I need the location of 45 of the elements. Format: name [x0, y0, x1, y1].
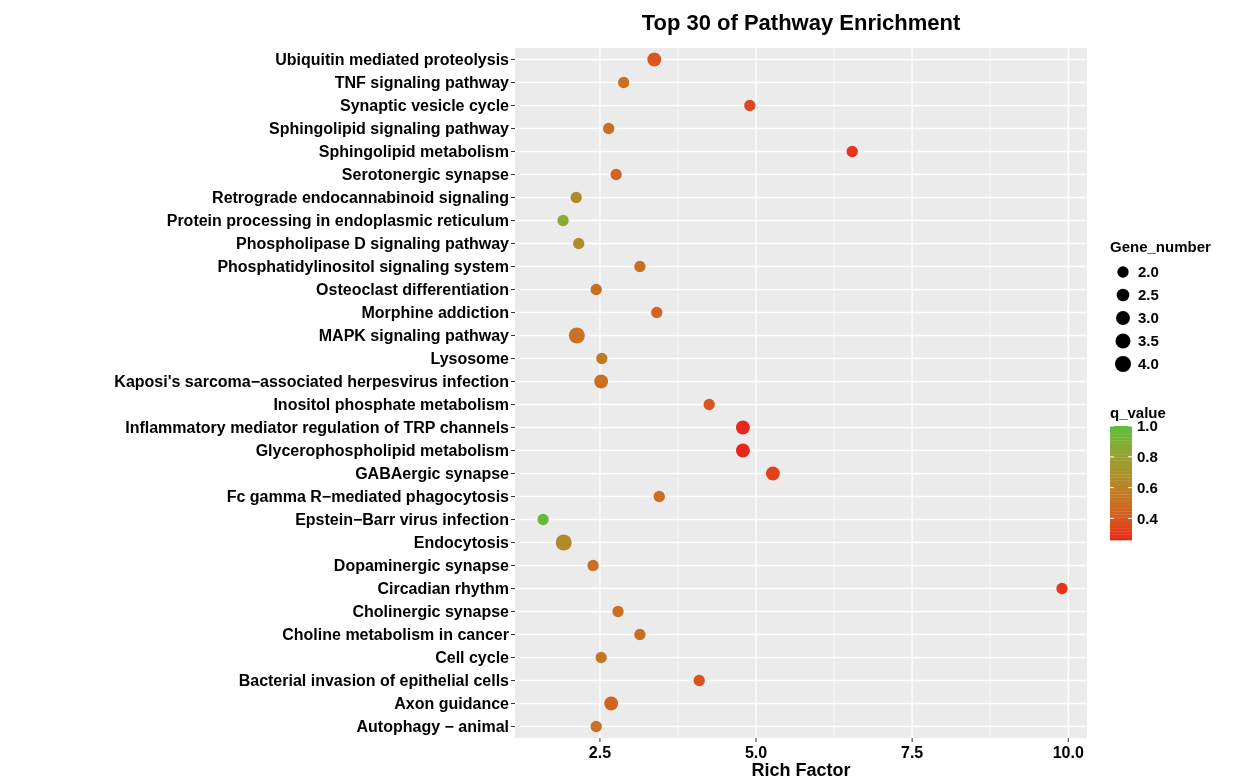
y-tick-label: Autophagy − animal	[356, 718, 509, 736]
y-tick-label: GABAergic synapse	[355, 465, 510, 483]
legend-label: 2.5	[1138, 286, 1159, 304]
y-tick-label: Lysosome	[430, 350, 510, 368]
y-tick-label: Retrograde endocannabinoid signaling	[212, 189, 509, 207]
y-tick-label: Glycerophospholipid metabolism	[255, 442, 509, 460]
color-bar-label: 0.8	[1137, 448, 1158, 466]
chart-title: Top 30 of Pathway Enrichment	[641, 10, 961, 35]
color-bar-label: 0.4	[1137, 509, 1159, 527]
y-tick-label: Epstein−Barr virus infection	[295, 511, 509, 529]
y-tick-label: Inflammatory mediator regulation of TRP channels	[125, 419, 510, 437]
y-tick-label: Protein processing in endoplasmic reticulum	[166, 212, 509, 230]
y-tick-label: Sphingolipid metabolism	[318, 143, 509, 161]
y-tick-label: Morphine addiction	[361, 304, 509, 322]
x-tick-label: 7.5	[901, 744, 924, 761]
y-tick-label: Ubiquitin mediated proteolysis	[275, 51, 510, 69]
x-tick-label: 2.5	[588, 744, 612, 761]
y-tick-label: Phosphatidylinositol signaling system	[217, 258, 509, 276]
y-tick-label: Circadian rhythm	[377, 580, 509, 598]
x-tick-label: 10.0	[1052, 744, 1084, 761]
y-tick-label: Cell cycle	[435, 649, 510, 667]
y-tick-label: Kaposi's sarcoma−associated herpesvirus infection	[114, 373, 509, 391]
y-tick-label: Sphingolipid signaling pathway	[269, 120, 510, 138]
y-tick-label: TNF signaling pathway	[334, 74, 510, 92]
y-tick-label: Axon guidance	[394, 695, 510, 713]
legend-label: 2.0	[1138, 263, 1159, 281]
y-tick-label: Serotonergic synapse	[341, 166, 510, 184]
y-tick-label: Cholinergic synapse	[352, 603, 510, 621]
color-bar-label: 0.6	[1137, 478, 1158, 496]
legend-label: 3.5	[1138, 332, 1159, 350]
x-axis-title: Rich Factor	[751, 760, 851, 779]
x-tick-label: 5.0	[744, 744, 768, 761]
y-tick-label: Endocytosis	[413, 534, 510, 552]
y-tick-label: Inositol phosphate metabolism	[273, 396, 509, 414]
y-tick-label: Fc gamma R−mediated phagocytosis	[226, 488, 510, 506]
legend-title: Gene_number	[1110, 238, 1212, 255]
y-tick-label: Phospholipase D signaling pathway	[236, 235, 510, 253]
legend-label: 4.0	[1138, 355, 1159, 373]
y-tick-label: Dopaminergic synapse	[333, 557, 510, 575]
legend-label: 3.0	[1138, 309, 1159, 327]
y-tick-label: Osteoclast differentiation	[316, 281, 509, 299]
y-tick-label: Bacterial invasion of epithelial cells	[238, 672, 510, 690]
y-tick-label: Choline metabolism in cancer	[282, 626, 509, 644]
y-tick-label: Synaptic vesicle cycle	[340, 97, 510, 115]
y-tick-label: MAPK signaling pathway	[318, 327, 510, 345]
